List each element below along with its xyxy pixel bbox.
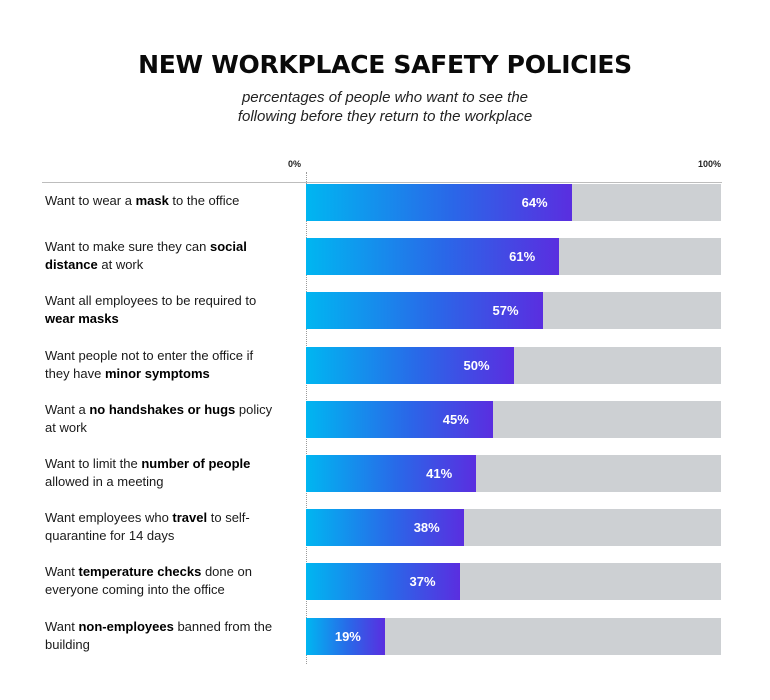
value-label: 50% (463, 357, 490, 373)
category-label-segment: non-employees (78, 618, 174, 634)
category-label-segment: minor symptoms (105, 365, 210, 381)
bar-fill (306, 617, 385, 655)
bar-track: 45% (306, 400, 721, 438)
bar-fill (306, 292, 543, 330)
category-label-segment: Want to wear a (45, 193, 136, 208)
axis-max-label: 100% (698, 159, 722, 169)
category-label: Want to limit the number of people allow… (45, 455, 285, 491)
chart-title: NEW WORKPLACE SAFETY POLICIES (138, 50, 632, 79)
category-label-segment: banned from the building (45, 618, 273, 652)
category-label-segment: at work (97, 257, 144, 273)
category-label-segment: to self-quarantine for 14 days (45, 510, 250, 544)
category-label-segment: Want (45, 618, 79, 634)
header-divider (42, 182, 722, 183)
bar-fill (306, 346, 514, 384)
category-label-segment: policy at work (45, 401, 273, 435)
category-label-segment: no handshakes or hugs (89, 401, 236, 417)
value-label: 61% (509, 249, 536, 265)
value-label: 45% (442, 411, 469, 427)
category-label: Want all employees to be required to wea… (45, 292, 275, 328)
category-label: Want temperature checks done on everyone… (45, 563, 280, 599)
category-label: Want to make sure they can social distan… (45, 238, 280, 274)
bar-track: 64% (306, 184, 721, 221)
chart-subtitle: percentages of people who want to see th… (0, 88, 770, 126)
category-label-segment: Want employees who (45, 510, 173, 526)
axis-min-label: 0% (288, 159, 302, 169)
bar-track: 41% (306, 455, 721, 492)
bar-fill (306, 509, 464, 547)
category-label-segment: Want to make sure they can (45, 239, 210, 255)
subtitle-line-2: following before they return to the work… (237, 108, 533, 125)
value-label: 57% (492, 303, 519, 319)
bar-track: 50% (306, 346, 721, 384)
bar-fill (306, 563, 460, 601)
category-label-segment: Want to limit the (45, 456, 142, 471)
category-label: Want employees who travel to self-quaran… (45, 509, 275, 545)
category-label-segment: travel (172, 510, 208, 526)
category-label-segment: Want people not to enter the office if t… (45, 347, 254, 381)
category-label: Want people not to enter the office if t… (45, 347, 280, 383)
category-label-segment: done on everyone coming into the office (45, 564, 252, 598)
category-label-segment: wear masks (45, 311, 119, 327)
category-label-segment: to the office (168, 193, 240, 208)
bar-track: 37% (306, 563, 721, 601)
value-label: 38% (413, 520, 440, 536)
category-label-segment: allowed in a meeting (45, 474, 164, 489)
bar-fill (306, 184, 572, 221)
value-label: 64% (521, 195, 548, 210)
bar-track: 38% (306, 509, 721, 547)
category-label: Want to wear a mask to the office (45, 192, 290, 210)
category-label: Want a no handshakes or hugs policy at w… (45, 401, 275, 437)
value-label: 37% (409, 574, 436, 590)
category-label-segment: mask (135, 193, 169, 208)
bar-track: 61% (306, 238, 721, 276)
value-label: 41% (426, 466, 453, 481)
bar-track: 57% (306, 292, 721, 330)
value-label: 19% (334, 628, 361, 644)
category-label-segment: number of people (141, 456, 251, 471)
category-label: Want non-employees banned from the build… (45, 618, 295, 654)
category-label-segment: Want (45, 564, 79, 580)
subtitle-line-1: percentages of people who want to see th… (241, 89, 529, 106)
bar-fill (306, 455, 477, 492)
category-label-segment: Want a (45, 401, 90, 417)
bar-track: 19% (306, 617, 721, 655)
category-label-segment: Want all employees to be required to (45, 293, 257, 309)
bar-fill (306, 238, 560, 276)
category-label-segment: temperature checks (78, 564, 202, 580)
category-label-segment: social distance (45, 239, 247, 273)
bar-fill (306, 400, 493, 438)
